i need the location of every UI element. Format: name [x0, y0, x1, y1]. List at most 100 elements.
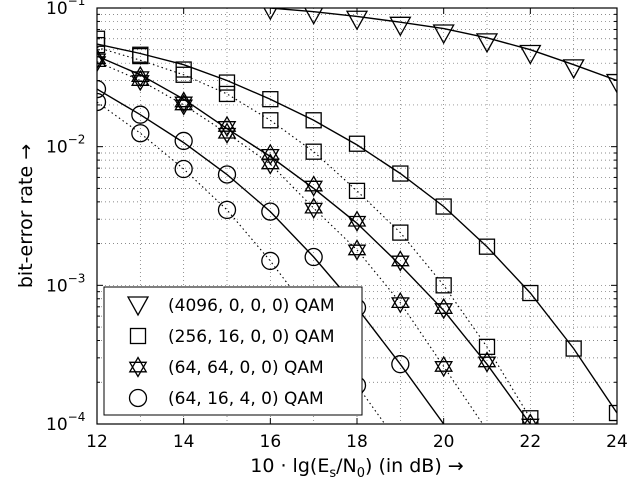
data-point-marker: [262, 91, 279, 108]
y-tick-label-base: 10: [46, 0, 68, 19]
data-point-marker-dotted: [261, 251, 280, 271]
legend-box: [103, 286, 363, 416]
data-point-marker-dotted: [435, 277, 452, 294]
data-point-marker: [261, 202, 280, 221]
data-point-marker-dotted: [131, 124, 150, 143]
data-point-marker-dotted: [174, 94, 194, 116]
data-point-marker: [519, 44, 542, 65]
data-point-marker-dotted: [304, 197, 324, 220]
data-point-marker: [174, 131, 193, 151]
data-point-marker: [562, 59, 585, 80]
legend-label: (64, 16, 4, 0) QAM: [168, 389, 324, 409]
x-axis-label-sub1: s: [329, 466, 336, 481]
data-point-marker: [97, 79, 107, 99]
legend-marker: [128, 356, 148, 378]
x-tick-label: 18: [346, 432, 368, 452]
x-axis-label: 10 · lg(Es/N0) (in dB) →: [250, 455, 463, 481]
y-tick-label: 10−4: [46, 410, 85, 435]
x-tick-label: 16: [260, 432, 282, 452]
data-point-marker: [389, 16, 412, 37]
data-point-marker: [432, 24, 455, 45]
data-point-marker-dotted: [348, 182, 366, 200]
x-axis-label-suffix: ) (in dB) →: [365, 455, 464, 477]
data-point-marker: [390, 250, 410, 272]
data-point-marker-dotted: [218, 85, 236, 103]
data-point-marker-dotted: [347, 239, 367, 261]
data-point-marker-dotted: [132, 47, 149, 65]
y-tick-label-base: 10: [46, 415, 68, 435]
legend: (4096, 0, 0, 0) QAM (256, 16, 0, 0) QAM (6…: [103, 286, 363, 416]
y-tick-label-exponent: −1: [68, 0, 86, 8]
legend-label: (256, 16, 0, 0) QAM: [168, 327, 334, 347]
data-point-marker: [263, 8, 278, 21]
y-tick-label: 10−1: [46, 0, 85, 19]
data-point-marker: [217, 165, 237, 184]
y-tick-label-exponent: −4: [68, 410, 86, 424]
x-tick-label: 12: [86, 432, 108, 452]
legend-marker: [129, 327, 147, 345]
data-point-marker: [605, 73, 617, 94]
data-point-marker: [304, 247, 323, 267]
data-point-marker-dotted: [434, 355, 454, 378]
data-point-marker: [608, 404, 617, 422]
data-point-marker: [477, 351, 497, 373]
series-curve-solid: [97, 55, 531, 424]
data-point-marker-dotted: [97, 36, 106, 54]
data-point-marker-dotted: [174, 159, 193, 179]
data-point-marker: [435, 198, 452, 215]
data-point-marker-dotted: [130, 69, 150, 92]
y-tick-label-exponent: −3: [68, 271, 86, 285]
data-point-marker: [475, 33, 499, 54]
data-point-marker-dotted: [97, 92, 107, 112]
data-point-marker: [348, 135, 366, 152]
legend-label: (64, 64, 0, 0) QAM: [168, 358, 324, 378]
data-point-marker: [391, 355, 410, 374]
x-axis-label-prefix: 10 · lg(E: [250, 455, 329, 477]
data-point-marker-dotted: [305, 143, 322, 160]
data-point-marker-dotted: [392, 224, 409, 241]
series-curve-solid: [97, 88, 445, 424]
data-point-marker: [305, 112, 322, 129]
data-point-marker-dotted: [390, 291, 410, 314]
series-curve-solid: [270, 8, 617, 82]
data-point-marker-dotted: [97, 50, 107, 73]
markers: [97, 8, 617, 424]
data-point-marker: [218, 74, 236, 91]
y-tick-label: 10−3: [46, 271, 85, 296]
data-point-marker-dotted: [217, 200, 237, 220]
data-point-marker: [304, 175, 324, 197]
x-tick-label: 22: [520, 432, 542, 452]
legend-marker: [128, 388, 148, 408]
data-point-marker: [304, 8, 324, 26]
data-point-marker: [522, 284, 539, 302]
x-tick-label: 24: [606, 432, 628, 452]
legend-marker: [126, 296, 150, 317]
data-point-marker-dotted: [260, 153, 280, 175]
series-curve-dotted: [97, 61, 484, 424]
legend-label: (4096, 0, 0, 0) QAM: [168, 296, 334, 316]
data-point-marker: [478, 238, 496, 255]
y-tick-label: 10−2: [46, 133, 85, 158]
x-axis-label-mid: /N: [336, 455, 357, 477]
y-tick-label-base: 10: [46, 276, 68, 296]
data-point-marker-dotted: [478, 338, 496, 356]
x-axis-label-sub2: 0: [357, 466, 365, 481]
data-point-marker: [434, 297, 454, 320]
series-curve-solid: [97, 43, 617, 414]
data-point-marker-dotted: [522, 410, 539, 424]
y-tick-label-exponent: −2: [68, 133, 86, 147]
data-point-marker: [347, 210, 367, 232]
grid: [97, 8, 617, 424]
y-tick-label-base: 10: [46, 138, 68, 158]
data-point-marker: [392, 165, 409, 182]
x-tick-label: 14: [173, 432, 195, 452]
data-point-marker: [565, 340, 582, 357]
data-point-marker-dotted: [175, 66, 192, 83]
y-axis-label: bit-error rate →: [15, 144, 37, 288]
data-point-marker: [131, 105, 150, 124]
x-tick-label: 20: [433, 432, 455, 452]
data-point-marker-dotted: [262, 112, 279, 129]
data-point-marker-dotted: [217, 122, 237, 144]
